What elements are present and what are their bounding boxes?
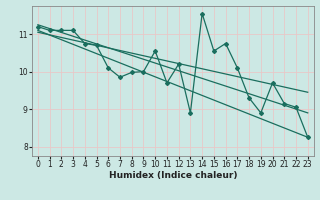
X-axis label: Humidex (Indice chaleur): Humidex (Indice chaleur)	[108, 171, 237, 180]
